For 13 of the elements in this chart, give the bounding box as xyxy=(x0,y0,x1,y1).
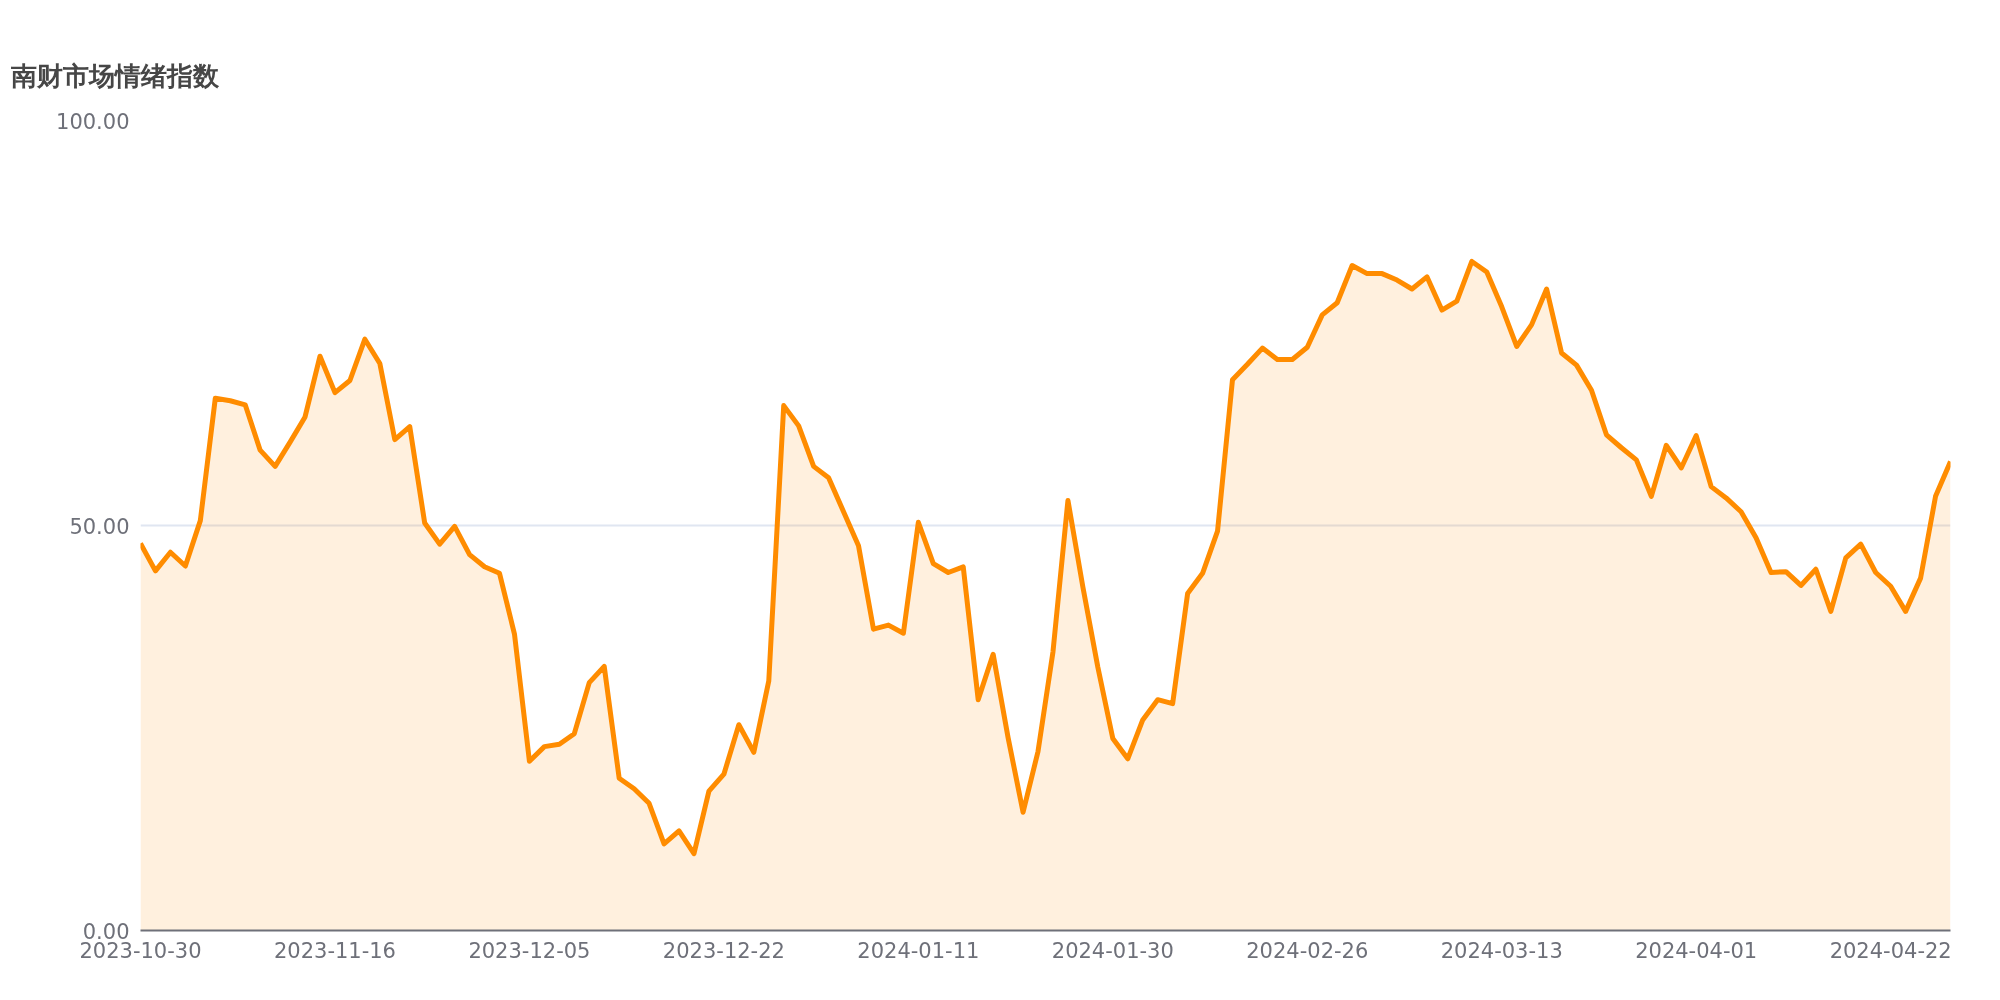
x-tick-label: 2024-04-22 xyxy=(1829,938,1952,963)
x-tick-label: 2023-10-30 xyxy=(79,938,202,963)
y-tick-label: 50.00 xyxy=(69,514,130,539)
x-tick-label: 2024-04-01 xyxy=(1635,938,1758,963)
x-tick-label: 2024-01-30 xyxy=(1051,938,1174,963)
x-tick-label: 2024-02-26 xyxy=(1246,938,1369,963)
x-tick-label: 2023-12-05 xyxy=(468,938,591,963)
x-tick-label: 2024-01-11 xyxy=(857,938,980,963)
x-tick-label: 2023-12-22 xyxy=(662,938,785,963)
x-tick-label: 2023-11-16 xyxy=(273,938,396,963)
x-tick-label: 2024-03-13 xyxy=(1440,938,1563,963)
y-tick-label: 100.00 xyxy=(56,109,130,134)
chart-title: 南财市场情绪指数 xyxy=(9,60,220,91)
